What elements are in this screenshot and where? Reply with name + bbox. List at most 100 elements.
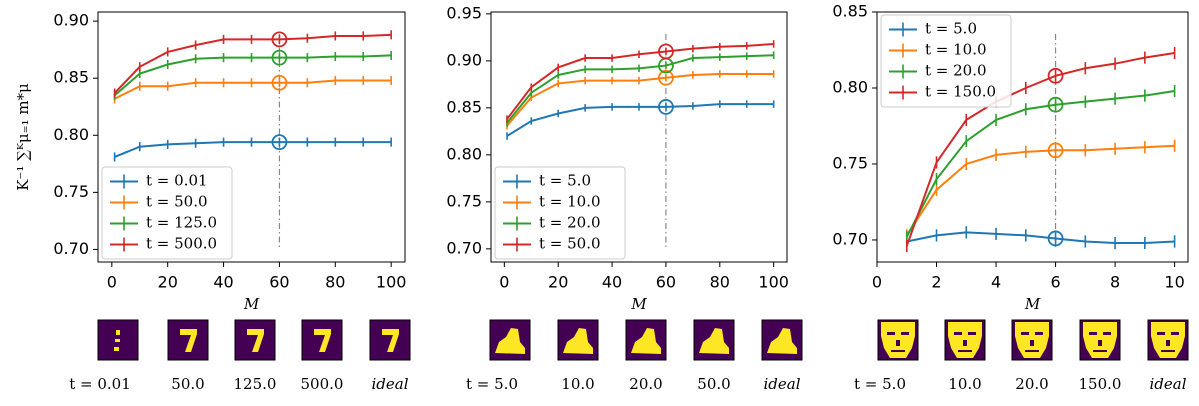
plot-frame [490, 11, 788, 263]
thumbnail-features [1021, 332, 1043, 352]
legend-label: t = 50.0 [146, 193, 208, 211]
series-line [905, 90, 1175, 238]
x-tick-label: 4 [991, 273, 1001, 292]
x-tick-label: 40 [602, 273, 622, 292]
x-tick-label: 8 [1110, 273, 1120, 292]
y-tick-label: 0.90 [53, 11, 89, 30]
series-line [905, 52, 1175, 247]
y-tick-label: 0.75 [446, 191, 482, 210]
legend-label: t = 5.0 [925, 20, 977, 38]
y-tick-label: 0.75 [53, 182, 89, 201]
y-tick-label: 0.90 [446, 50, 482, 69]
x-tick-label: 0 [872, 273, 882, 292]
y-tick-label: 0.80 [446, 144, 482, 163]
thumbnail-features [887, 332, 909, 352]
thumbnail-label: 10.0 [948, 375, 981, 393]
legend-label: t = 50.0 [539, 235, 601, 253]
thumbnail-label: 20.0 [629, 375, 662, 393]
highlight-marker [1047, 67, 1064, 84]
x-axis-label: M [243, 295, 260, 313]
highlight-marker [1047, 142, 1064, 159]
thumbnail-label: 50.0 [171, 375, 204, 393]
thumbnail [944, 319, 986, 361]
thumbnail [234, 319, 276, 361]
y-tick-label: 0.80 [53, 125, 89, 144]
thumbnail-features [1157, 332, 1179, 352]
thumbnail-frame [234, 319, 276, 361]
plot-frame [97, 11, 406, 263]
thumbnail-label: 20.0 [1015, 375, 1048, 393]
x-tick-label: 6 [1050, 273, 1060, 292]
x-tick-label: 100 [376, 273, 407, 292]
thumbnail-features [954, 332, 976, 352]
y-tick-label: 0.85 [53, 68, 89, 87]
x-tick-label: 60 [656, 273, 676, 292]
thumbnail-label: t = 5.0 [466, 375, 518, 393]
series-line [905, 144, 1175, 236]
thumbnail [489, 319, 531, 361]
y-tick-label: 0.70 [53, 239, 89, 258]
thumbnail-shape [631, 328, 661, 354]
thumbnail-shape [247, 329, 264, 352]
series-line [906, 231, 1175, 245]
thumbnail [877, 319, 919, 361]
thumbnail-label: 500.0 [301, 375, 344, 393]
y-tick-label: 0.85 [832, 2, 868, 21]
thumbnail-label: t = 5.0 [854, 375, 906, 393]
x-tick-label: 80 [325, 273, 345, 292]
thumbnail [1011, 319, 1053, 361]
legend-label: t = 20.0 [539, 214, 601, 232]
thumbnail [693, 319, 735, 361]
x-tick-label: 10 [1164, 273, 1184, 292]
legend-label: t = 10.0 [539, 193, 601, 211]
legend-label: t = 500.0 [146, 235, 217, 253]
thumbnail-label: 150.0 [1079, 375, 1122, 393]
thumbnail-shape [767, 328, 797, 354]
y-tick-label: 0.70 [832, 229, 868, 248]
legend-label: t = 10.0 [925, 41, 987, 59]
x-tick-label: 40 [213, 273, 233, 292]
highlight-marker [271, 74, 288, 91]
legend-label: t = 125.0 [146, 214, 217, 232]
thumbnail-frame [167, 319, 209, 361]
highlight-marker [271, 31, 288, 48]
y-tick-label: 0.70 [446, 238, 482, 257]
highlight-marker [271, 134, 288, 151]
thumbnail [167, 319, 209, 361]
thumbnail-features [1089, 332, 1111, 352]
thumbnail-label: 10.0 [561, 375, 594, 393]
thumbnail-label: 125.0 [234, 375, 277, 393]
y-axis-label: K⁻¹ ∑ᴷμ₌₁ m*μ [14, 83, 32, 191]
thumbnail-frame [301, 319, 343, 361]
thumbnail [1079, 319, 1121, 361]
x-tick-label: 20 [548, 273, 568, 292]
x-tick-label: 60 [269, 273, 289, 292]
legend-label: t = 0.01 [146, 172, 208, 190]
legend-box [494, 166, 626, 260]
y-tick-label: 0.75 [832, 153, 868, 172]
x-axis-label: M [1024, 295, 1041, 313]
x-tick-label: 0 [107, 273, 117, 292]
thumbnail [97, 319, 139, 361]
thumbnail-shape [563, 328, 593, 354]
highlight-marker [658, 69, 674, 86]
highlight-marker [1047, 230, 1064, 247]
thumbnail [761, 319, 803, 361]
thumbnail-shape [495, 328, 525, 354]
thumbnail [301, 319, 343, 361]
thumbnail-label: ideal [1149, 375, 1186, 393]
x-tick-label: 20 [158, 273, 178, 292]
y-tick-label: 0.80 [832, 77, 868, 96]
thumbnail [369, 319, 411, 361]
thumbnail-label: t = 0.01 [69, 375, 131, 393]
x-axis-label: M [630, 295, 647, 313]
plot-frame [876, 11, 1189, 263]
thumbnail [557, 319, 599, 361]
legend-box [880, 14, 1012, 108]
legend-label: t = 20.0 [925, 62, 987, 80]
thumbnail-shape [314, 329, 331, 352]
thumbnail-shape [180, 329, 197, 352]
thumbnail-shape [382, 329, 399, 352]
